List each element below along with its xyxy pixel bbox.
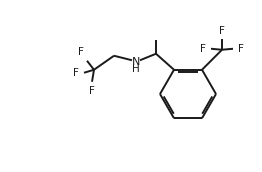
Text: F: F: [89, 86, 95, 96]
Text: F: F: [200, 44, 206, 54]
Text: F: F: [78, 47, 84, 57]
Text: N: N: [132, 57, 140, 67]
Text: F: F: [238, 44, 244, 54]
Text: F: F: [73, 68, 79, 78]
Text: F: F: [219, 26, 225, 36]
Text: H: H: [132, 64, 140, 74]
